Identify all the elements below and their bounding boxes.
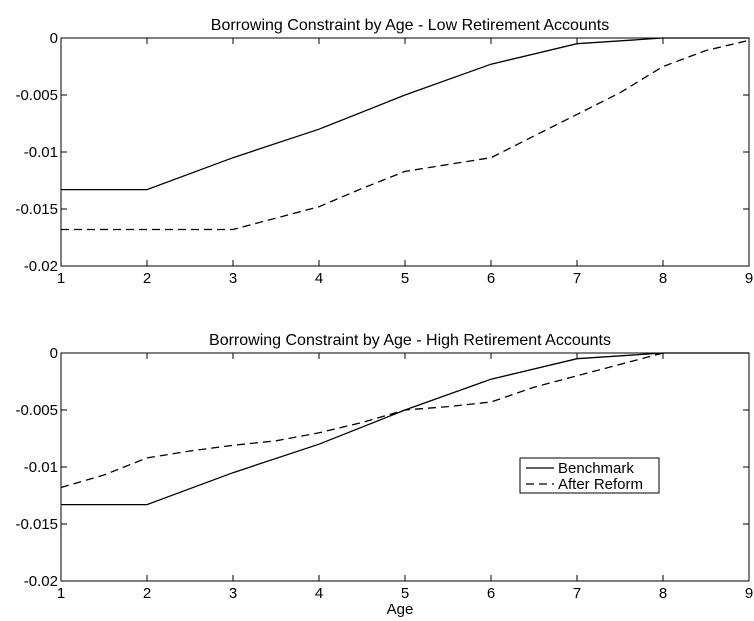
x-tick-label: 7	[573, 270, 581, 287]
x-tick-label: 4	[315, 585, 323, 602]
x-tick-label: 6	[487, 585, 495, 602]
y-tick-label: -0.005	[15, 87, 58, 104]
chart-panel-2: Borrowing Constraint by Age - High Retir…	[15, 332, 753, 618]
x-tick-label: 5	[401, 585, 409, 602]
chart-panel-1: Borrowing Constraint by Age - Low Retire…	[15, 17, 753, 287]
chart-title: Borrowing Constraint by Age - Low Retire…	[211, 17, 609, 34]
y-tick-label: -0.015	[15, 201, 58, 218]
y-tick-label: -0.005	[15, 402, 58, 419]
series-line-after-reform	[60, 352, 664, 489]
x-tick-label: 7	[573, 585, 581, 602]
y-tick-label: -0.015	[15, 516, 58, 533]
x-tick-label: 9	[745, 270, 753, 287]
chart-title: Borrowing Constraint by Age - High Retir…	[209, 332, 611, 349]
x-tick-label: 3	[229, 585, 237, 602]
series-line-solid	[61, 37, 749, 191]
plot-frame	[60, 37, 750, 267]
x-tick-label: 9	[745, 585, 753, 602]
y-tick-label: 0	[50, 345, 58, 362]
x-tick-label: 6	[487, 270, 495, 287]
y-tick-label: -0.02	[24, 573, 58, 590]
legend-label: After Reform	[558, 476, 643, 493]
y-tick-label: 0	[50, 30, 58, 47]
x-tick-label: 4	[315, 270, 323, 287]
x-axis-label: Age	[387, 601, 414, 618]
y-tick-label: -0.02	[24, 258, 58, 275]
legend-box	[519, 457, 660, 494]
x-tick-label: 1	[57, 585, 65, 602]
series-line-dashed	[61, 39, 750, 231]
x-tick-label: 8	[659, 585, 667, 602]
x-tick-label: 2	[143, 270, 151, 287]
y-tick-label: -0.01	[24, 459, 58, 476]
x-tick-label: 3	[229, 270, 237, 287]
x-tick-label: 8	[659, 270, 667, 287]
y-tick-label: -0.01	[24, 144, 58, 161]
x-tick-label: 1	[57, 270, 65, 287]
x-tick-label: 5	[401, 270, 409, 287]
legend-label: Benchmark	[558, 460, 634, 477]
x-tick-label: 2	[143, 585, 151, 602]
